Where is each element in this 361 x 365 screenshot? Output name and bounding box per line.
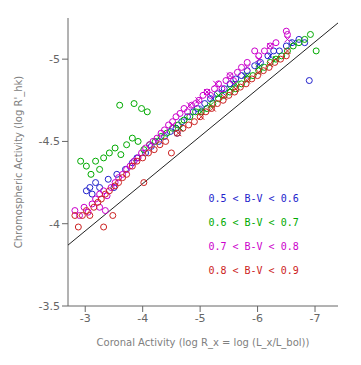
html-text:0.8 < B-V < 0.9: 0.8 < B-V < 0.9 — [208, 264, 299, 276]
svg-text:-6: -6 — [252, 312, 263, 325]
html-text:0.6 < B-V < 0.7: 0.6 < B-V < 0.7 — [208, 216, 299, 228]
svg-text:-4: -4 — [137, 312, 148, 325]
svg-text:-7: -7 — [310, 312, 321, 325]
svg-text:-3: -3 — [80, 312, 91, 325]
svg-text:-5: -5 — [195, 312, 206, 325]
html-text:0.7 < B-V < 0.8: 0.7 < B-V < 0.8 — [208, 240, 299, 252]
svg-text:-4.5: -4.5 — [39, 135, 60, 148]
svg-text:Chromospheric Activity (log R': Chromospheric Activity (log R'_hk) — [13, 76, 25, 249]
svg-text:-4: -4 — [49, 218, 60, 231]
svg-text:Coronal Activity (log R_x = lo: Coronal Activity (log R_x = log (L_x/L_b… — [97, 337, 310, 349]
svg-text:-3.5: -3.5 — [39, 300, 60, 313]
html-text:0.5 < B-V < 0.6: 0.5 < B-V < 0.6 — [208, 192, 299, 204]
svg-text:-5: -5 — [49, 53, 60, 66]
